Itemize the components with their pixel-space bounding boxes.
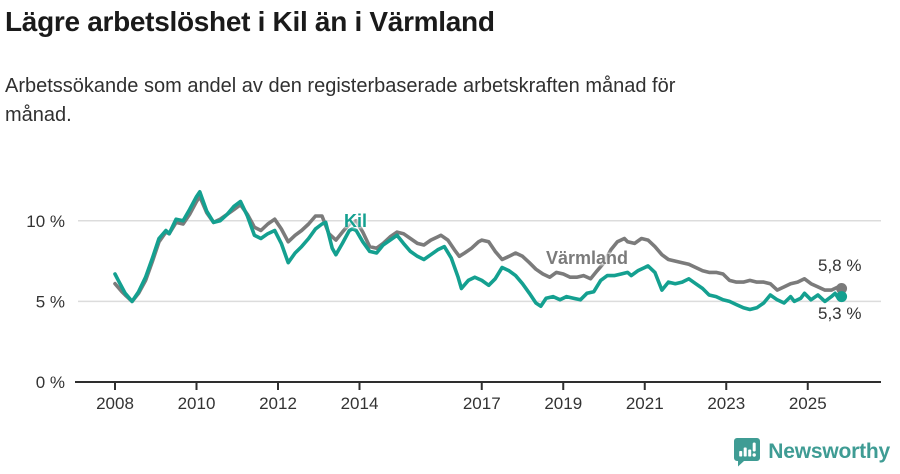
x-axis-tick-label: 2014 xyxy=(341,394,379,413)
series-label-varmland: Värmland xyxy=(546,248,629,268)
x-axis-tick-label: 2010 xyxy=(178,394,216,413)
y-axis-tick-label: 10 % xyxy=(26,212,65,231)
series-label-kil: Kil xyxy=(344,211,368,231)
subtitle-line-1: Arbetssökande som andel av den registerb… xyxy=(5,75,676,97)
x-axis-tick-label: 2025 xyxy=(789,394,827,413)
page-title: Lägre arbetslöshet i Kil än i Värmland xyxy=(5,6,495,37)
x-axis-tick-label: 2019 xyxy=(544,394,582,413)
end-value-kil: 5,3 % xyxy=(818,304,862,323)
series-line-kil xyxy=(113,190,844,312)
y-axis-tick-label: 5 % xyxy=(36,292,65,311)
subtitle-line-2: månad. xyxy=(5,104,72,126)
x-axis-tick-label: 2012 xyxy=(259,394,297,413)
series-line-värmland xyxy=(113,194,844,304)
x-axis-tick-label: 2017 xyxy=(463,394,501,413)
series-end-dot-kil xyxy=(836,291,848,303)
series-end-dot-värmland xyxy=(836,283,848,295)
newsworthy-logo[interactable]: Newsworthy xyxy=(733,437,890,467)
end-value-varmland: 5,8 % xyxy=(818,256,862,275)
x-axis-tick-label: 2021 xyxy=(626,394,664,413)
chart-subtitle: Arbetssökande som andel av den registerb… xyxy=(5,72,675,130)
newsworthy-bubble-icon xyxy=(734,438,761,467)
newsworthy-brand-text: Newsworthy xyxy=(768,440,890,463)
line-chart: 0 % 5 % 10 % 2008 2010 2012 2014 2017 2019 2021 20… xyxy=(26,190,881,413)
y-axis-tick-label: 0 % xyxy=(36,373,65,392)
x-axis-tick-label: 2008 xyxy=(96,394,134,413)
x-axis-tick-label: 2023 xyxy=(707,394,745,413)
